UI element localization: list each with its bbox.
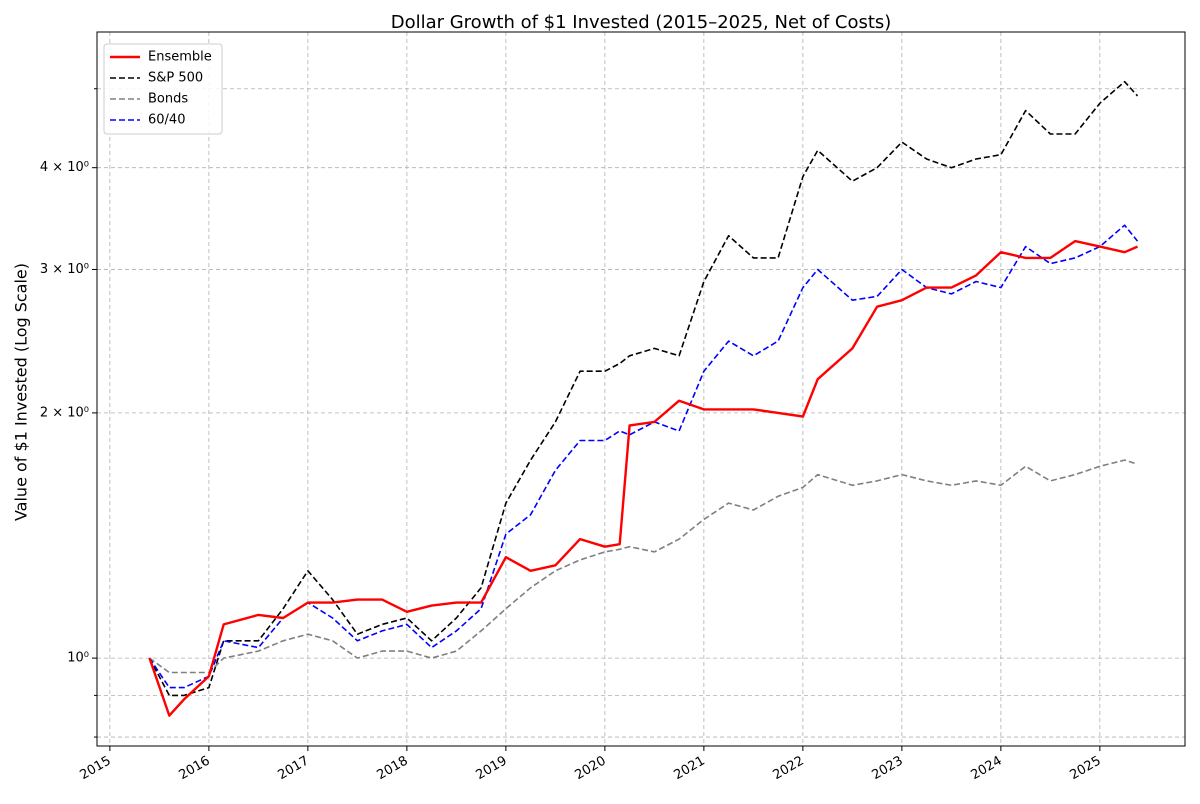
y-tick-label: 2 × 10⁰ — [40, 405, 89, 420]
x-tick-label: 2020 — [572, 754, 608, 784]
plot-frame — [96, 31, 1186, 747]
x-tick-label: 2019 — [473, 754, 509, 784]
x-tick-label: 2015 — [77, 754, 113, 784]
y-tick-label: 3 × 10⁰ — [40, 262, 89, 277]
x-tick-label: 2022 — [770, 754, 806, 784]
legend-label: 60/40 — [148, 113, 185, 128]
legend-label: Ensemble — [148, 50, 212, 65]
y-tick-label: 4 × 10⁰ — [40, 160, 89, 175]
x-tick-label: 2024 — [968, 754, 1004, 784]
legend-label: Bonds — [148, 92, 188, 107]
chart-title: Dollar Growth of $1 Invested (2015–2025,… — [391, 12, 892, 33]
x-tick-label: 2023 — [869, 754, 905, 784]
legend-label: S&P 500 — [148, 71, 203, 86]
series-line — [148, 80, 1139, 697]
x-tick-label: 2016 — [176, 754, 212, 784]
legend-box — [103, 43, 223, 135]
x-tick-label: 2025 — [1067, 754, 1103, 784]
x-tick-label: 2017 — [275, 754, 311, 784]
y-tick-label: 10⁰ — [67, 651, 89, 666]
y-axis-label: Value of $1 Invested (Log Scale) — [12, 263, 31, 521]
series-line — [149, 459, 1138, 674]
series-line — [148, 224, 1139, 689]
x-tick-label: 2021 — [671, 754, 707, 784]
legend: Ensemble S&P 500 Bonds 60/40 — [103, 43, 223, 135]
x-tick-label: 2018 — [374, 754, 410, 784]
series-line — [148, 239, 1138, 717]
